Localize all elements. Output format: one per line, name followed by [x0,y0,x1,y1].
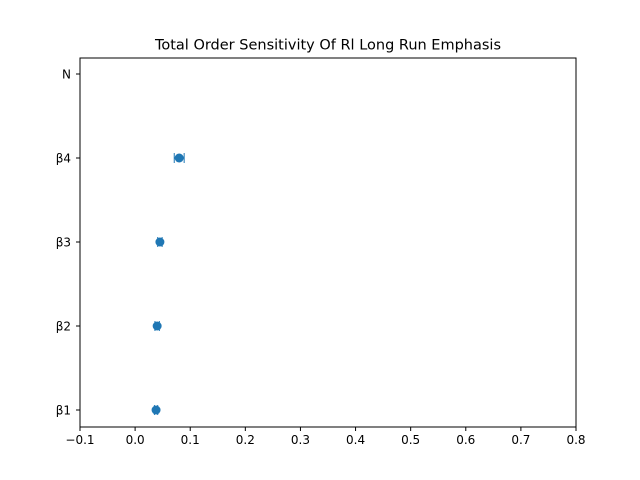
x-tick-label: 0.1 [181,433,200,447]
data-point [151,405,161,415]
x-tick-label: 0.5 [401,433,420,447]
x-tick-label: 0.3 [291,433,310,447]
plot-area: −0.1 0.0 0.1 0.2 0.3 0.4 0.5 0.6 0.7 0.8 β1 β2 β3 β4 N [56,57,586,447]
data-point [152,321,162,331]
x-tick-label: 0.2 [236,433,255,447]
data-point [174,153,184,163]
x-tick-label: 0.7 [511,433,530,447]
y-tick-label: β4 [56,152,71,166]
y-tick-label: β3 [56,236,71,250]
x-tick-label: 0.6 [456,433,475,447]
data-point [155,237,165,247]
x-tick-label: −0.1 [65,433,94,447]
x-tick-label: 0.8 [566,433,585,447]
y-tick-label: β2 [56,320,71,334]
chart-title: Total Order Sensitivity Of Rl Long Run E… [154,38,501,54]
x-tick-label: 0.4 [346,433,365,447]
y-tick-label: N [62,68,71,82]
y-tick-label: β1 [56,404,71,418]
x-tick-label: 0.0 [126,433,145,447]
axes-frame [79,57,577,428]
